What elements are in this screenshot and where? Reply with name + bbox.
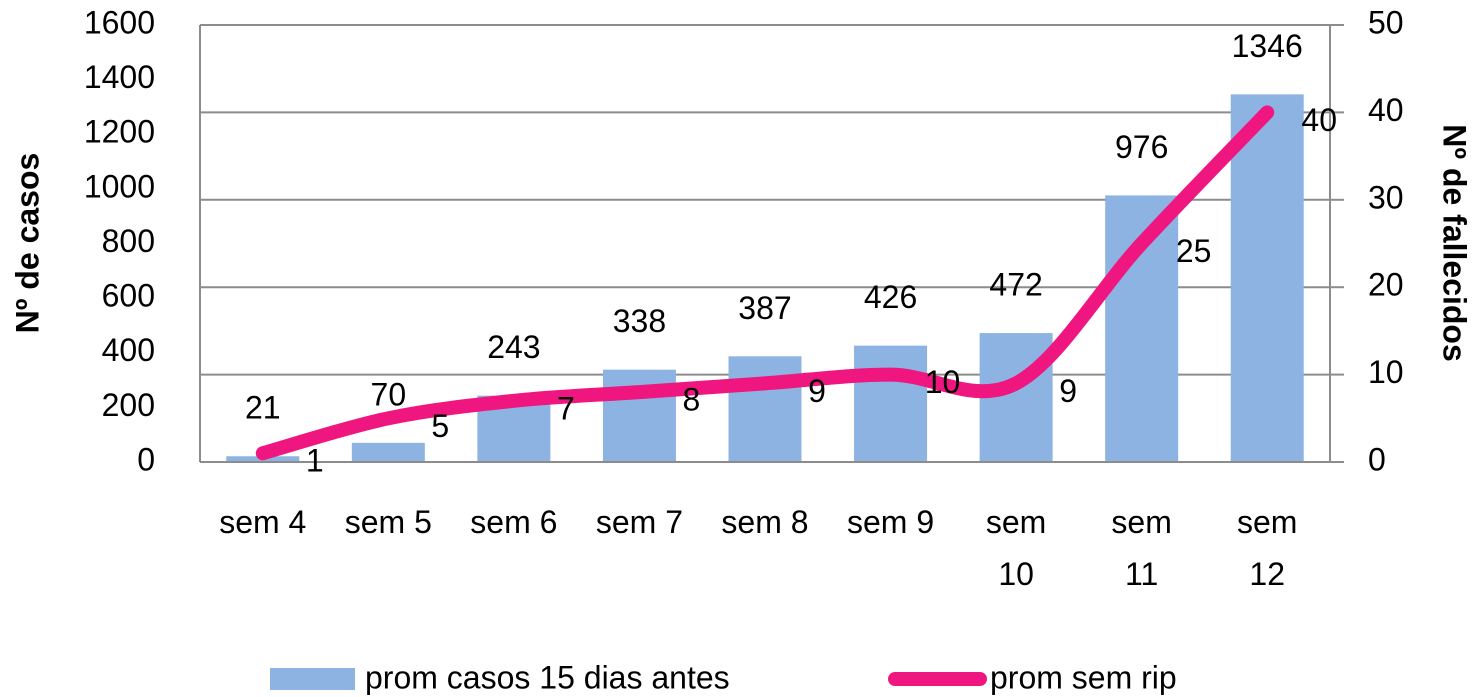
x-tick-label: sem 4 [219, 504, 307, 540]
line-label: 40 [1301, 102, 1337, 138]
y2-tick-label: 20 [1368, 267, 1404, 303]
legend-label: prom casos 15 dias antes [365, 659, 730, 695]
bar-label: 338 [613, 303, 666, 339]
bar-label: 1346 [1232, 28, 1303, 64]
bar-label: 426 [864, 279, 917, 315]
bar [854, 345, 928, 462]
y2-tick-label: 40 [1368, 92, 1404, 128]
bar-label: 243 [487, 329, 540, 365]
bar-label: 387 [738, 290, 791, 326]
y-tick-label: 1200 [84, 114, 155, 150]
y-tick-label: 1400 [84, 59, 155, 95]
line-label: 25 [1176, 233, 1212, 269]
line-label: 9 [808, 373, 826, 409]
x-tick-label: sem 7 [595, 504, 683, 540]
y-tick-label: 800 [102, 223, 155, 259]
legend-swatch [270, 668, 355, 690]
bar [351, 442, 425, 462]
y-tick-label: 200 [102, 387, 155, 423]
y-tick-label: 1000 [84, 168, 155, 204]
line-label: 1 [306, 443, 324, 479]
x-tick-label: sem 8 [721, 504, 809, 540]
line [255, 105, 1275, 461]
line-label: 10 [925, 364, 961, 400]
line-label: 5 [431, 408, 449, 444]
bar-label: 70 [371, 376, 407, 412]
x-tick-label: sem 5 [344, 504, 432, 540]
line-label: 8 [683, 382, 701, 418]
x-tick-label: sem 9 [846, 504, 935, 540]
y-axis-title: Nº de casos [9, 153, 45, 334]
y2-tick-label: 50 [1368, 4, 1404, 40]
x-tick-label: sem 12 [1236, 504, 1298, 592]
bar-label: 976 [1115, 129, 1168, 165]
legend-label: prom sem rip [990, 659, 1177, 695]
x-tick-label: sem 10 [985, 504, 1047, 592]
y-tick-label: 1600 [84, 4, 155, 40]
y2-axis-title: Nº de fallecidos [1437, 124, 1473, 362]
y-tick-label: 600 [102, 278, 155, 314]
x-tick-label: sem 11 [1111, 504, 1172, 592]
bar [1230, 94, 1304, 462]
y2-tick-label: 10 [1368, 354, 1404, 390]
bar-label: 472 [989, 267, 1042, 303]
y2-tick-label: 30 [1368, 179, 1404, 215]
x-tick-label: sem 6 [470, 504, 558, 540]
bar [728, 356, 802, 462]
bar-label: 21 [245, 390, 281, 426]
y-tick-label: 400 [102, 332, 155, 368]
line-label: 7 [557, 390, 575, 426]
line-label: 9 [1059, 373, 1077, 409]
y2-tick-label: 0 [1368, 441, 1386, 477]
y-tick-label: 0 [137, 441, 155, 477]
